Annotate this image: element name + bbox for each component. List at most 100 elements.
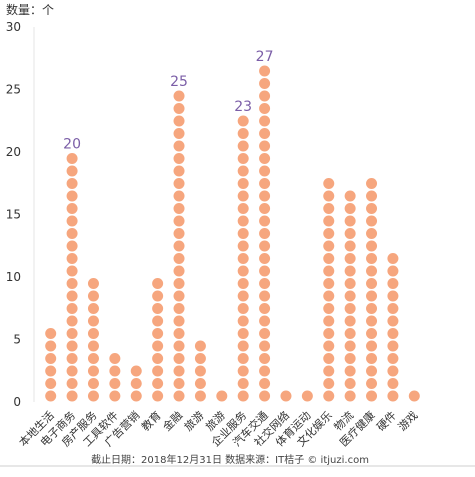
dot-mark xyxy=(237,165,249,177)
dot-mark xyxy=(323,290,335,302)
x-tick-label: 旅游 xyxy=(181,408,206,433)
dot-mark xyxy=(259,253,271,264)
dot-mark xyxy=(259,378,271,389)
dot-mark xyxy=(173,315,185,327)
dot-mark xyxy=(387,303,399,314)
y-tick-label: 30 xyxy=(6,20,21,34)
dot-mark xyxy=(237,278,249,289)
dot-mark xyxy=(259,90,271,102)
dot-mark xyxy=(259,153,271,164)
dot-mark xyxy=(259,65,271,77)
dot-mark xyxy=(237,128,249,139)
dot-mark xyxy=(173,190,185,202)
dot-mark xyxy=(323,203,335,214)
x-tick-label: 金融 xyxy=(160,408,185,433)
dot-mark xyxy=(173,265,185,277)
dot-mark xyxy=(45,378,57,389)
dot-mark xyxy=(87,340,99,352)
dot-mark xyxy=(152,378,164,389)
dot-mark xyxy=(366,353,378,364)
dot-mark xyxy=(259,115,271,127)
dot-mark xyxy=(152,328,164,339)
dot-mark xyxy=(66,203,78,214)
dot-mark xyxy=(173,240,185,252)
dot-mark xyxy=(237,253,249,264)
dot-mark xyxy=(387,290,399,302)
dot-mark xyxy=(259,228,271,239)
dot-mark xyxy=(344,378,356,389)
dot-mark xyxy=(366,378,378,389)
y-tick-label: 10 xyxy=(6,270,21,284)
dot-mark xyxy=(66,365,78,377)
dot-mark xyxy=(173,378,185,389)
dot-mark xyxy=(344,328,356,339)
dot-mark xyxy=(344,315,356,327)
dot-mark xyxy=(259,328,271,339)
dot-mark xyxy=(173,203,185,214)
dot-mark xyxy=(259,365,271,377)
dot-mark xyxy=(366,178,378,189)
dot-mark xyxy=(259,128,271,139)
dot-mark xyxy=(344,303,356,314)
y-tick-label: 0 xyxy=(13,395,21,409)
dot-mark xyxy=(344,203,356,214)
dot-mark xyxy=(130,390,142,402)
dot-mark xyxy=(173,390,185,402)
y-tick-label: 15 xyxy=(6,208,21,222)
dot-mark xyxy=(323,353,335,364)
dot-mark xyxy=(323,190,335,202)
dot-mark xyxy=(344,290,356,302)
dot-mark xyxy=(366,203,378,214)
dot-mark xyxy=(87,378,99,389)
dot-mark xyxy=(387,390,399,402)
dot-mark xyxy=(87,315,99,327)
dot-mark xyxy=(366,390,378,402)
dot-mark xyxy=(173,303,185,314)
dot-mark xyxy=(66,190,78,202)
dot-mark xyxy=(152,303,164,314)
dot-mark xyxy=(344,190,356,202)
dot-mark xyxy=(87,278,99,289)
y-axis-title: 数量：个 xyxy=(6,2,54,17)
dot-mark xyxy=(387,315,399,327)
dot-mark xyxy=(259,165,271,177)
dot-mark xyxy=(366,228,378,239)
dot-mark xyxy=(194,378,206,389)
dot-mark xyxy=(366,365,378,377)
y-tick-label: 20 xyxy=(6,145,21,159)
dot-mark xyxy=(259,240,271,252)
dot-mark xyxy=(259,178,271,189)
dot-mark xyxy=(344,265,356,277)
dot-mark xyxy=(387,265,399,277)
dot-mark xyxy=(194,365,206,377)
dot-mark xyxy=(323,278,335,289)
dot-mark xyxy=(366,253,378,264)
dot-mark xyxy=(173,90,185,102)
dot-mark xyxy=(152,315,164,327)
dot-mark xyxy=(194,353,206,364)
dot-mark xyxy=(323,265,335,277)
dot-mark xyxy=(152,290,164,302)
dot-mark xyxy=(237,365,249,377)
dot-mark xyxy=(173,115,185,127)
dot-mark xyxy=(87,328,99,339)
dot-mark xyxy=(66,315,78,327)
dot-mark xyxy=(344,390,356,402)
dot-mark xyxy=(259,278,271,289)
dot-mark xyxy=(259,315,271,327)
dot-mark xyxy=(387,353,399,364)
dot-mark xyxy=(344,365,356,377)
dot-mark xyxy=(237,303,249,314)
dot-mark xyxy=(259,390,271,402)
dot-mark xyxy=(408,390,420,402)
dot-mark xyxy=(152,340,164,352)
dot-mark xyxy=(323,178,335,189)
dot-mark xyxy=(66,340,78,352)
dot-mark xyxy=(323,315,335,327)
dot-mark xyxy=(216,390,228,402)
dot-mark xyxy=(301,390,313,402)
dot-mark xyxy=(237,290,249,302)
dot-mark xyxy=(66,328,78,339)
dot-mark xyxy=(387,378,399,389)
dot-mark xyxy=(66,178,78,189)
